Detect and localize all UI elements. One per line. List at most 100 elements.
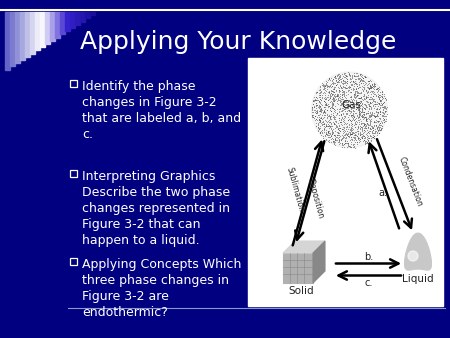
Point xyxy=(355,119,362,124)
Point xyxy=(341,95,348,100)
Point xyxy=(350,144,357,149)
Point xyxy=(345,91,352,97)
Point xyxy=(325,90,333,95)
Point xyxy=(350,114,357,119)
Point xyxy=(320,118,327,124)
Point xyxy=(333,93,340,99)
Point xyxy=(360,127,367,132)
Point xyxy=(345,122,352,128)
Point xyxy=(364,108,372,113)
Point xyxy=(320,84,327,90)
Text: Interpreting Graphics
Describe the two phase
changes represented in
Figure 3-2 t: Interpreting Graphics Describe the two p… xyxy=(82,170,230,247)
Point xyxy=(337,97,344,102)
Point xyxy=(321,86,328,91)
Point xyxy=(321,103,328,108)
Point xyxy=(328,80,336,86)
Point xyxy=(328,88,335,93)
Point xyxy=(343,108,350,113)
Point xyxy=(317,107,324,112)
Point xyxy=(328,75,335,80)
Point xyxy=(342,135,350,141)
Point xyxy=(326,103,333,108)
Point xyxy=(316,104,324,110)
Point xyxy=(355,107,362,113)
Point xyxy=(361,128,368,134)
Point xyxy=(371,120,378,125)
Point xyxy=(318,95,325,100)
Point xyxy=(346,83,353,89)
Point xyxy=(353,121,360,127)
Point xyxy=(357,131,364,137)
Point xyxy=(350,134,357,140)
Point xyxy=(342,75,349,81)
Point xyxy=(329,94,336,99)
Point xyxy=(360,133,367,139)
Point xyxy=(337,79,344,85)
Point xyxy=(369,103,376,108)
Point xyxy=(324,115,331,120)
Point xyxy=(356,95,363,100)
Point xyxy=(375,118,382,124)
Text: Deposition: Deposition xyxy=(306,177,325,219)
Point xyxy=(334,75,342,81)
Point xyxy=(320,82,328,88)
Point xyxy=(371,99,378,105)
Point xyxy=(372,113,379,119)
Point xyxy=(358,121,365,126)
Point xyxy=(336,128,343,133)
Point xyxy=(358,73,365,78)
Point xyxy=(372,110,379,115)
Point xyxy=(364,110,372,116)
Point xyxy=(364,124,371,130)
Point xyxy=(351,79,358,84)
Point xyxy=(317,90,324,95)
Point xyxy=(328,133,335,139)
Point xyxy=(378,95,386,100)
Point xyxy=(332,137,339,142)
Point xyxy=(322,122,329,127)
Point xyxy=(380,107,387,113)
Point xyxy=(369,134,376,140)
Point xyxy=(366,97,373,102)
Point xyxy=(320,90,328,95)
Point xyxy=(358,77,365,83)
Point xyxy=(315,125,323,130)
Point xyxy=(381,116,388,122)
Point xyxy=(364,135,371,140)
Point xyxy=(383,112,391,117)
Point xyxy=(316,131,324,136)
Point xyxy=(332,78,339,83)
Point xyxy=(320,110,328,115)
Point xyxy=(382,105,390,111)
Point xyxy=(369,123,376,129)
Point xyxy=(365,106,372,112)
Point xyxy=(322,93,329,98)
Point xyxy=(343,103,350,108)
Point xyxy=(358,108,365,114)
Point xyxy=(331,93,338,98)
Point xyxy=(340,71,347,76)
Point xyxy=(341,104,348,110)
Point xyxy=(378,88,385,94)
Circle shape xyxy=(311,72,387,148)
Point xyxy=(340,98,347,103)
Point xyxy=(343,131,350,137)
Point xyxy=(329,105,336,111)
Point xyxy=(374,111,381,116)
Point xyxy=(356,101,363,106)
Point xyxy=(379,115,387,121)
Point xyxy=(335,75,342,80)
Point xyxy=(357,121,364,126)
Point xyxy=(357,91,364,96)
Point xyxy=(334,97,341,103)
Point xyxy=(337,76,344,81)
Text: Condensation: Condensation xyxy=(397,155,424,208)
Point xyxy=(375,101,382,107)
Point xyxy=(327,95,334,100)
Point xyxy=(382,97,389,102)
Point xyxy=(363,116,370,122)
Point xyxy=(354,128,361,134)
Point xyxy=(378,123,385,128)
Point xyxy=(347,109,355,115)
Point xyxy=(373,89,380,95)
